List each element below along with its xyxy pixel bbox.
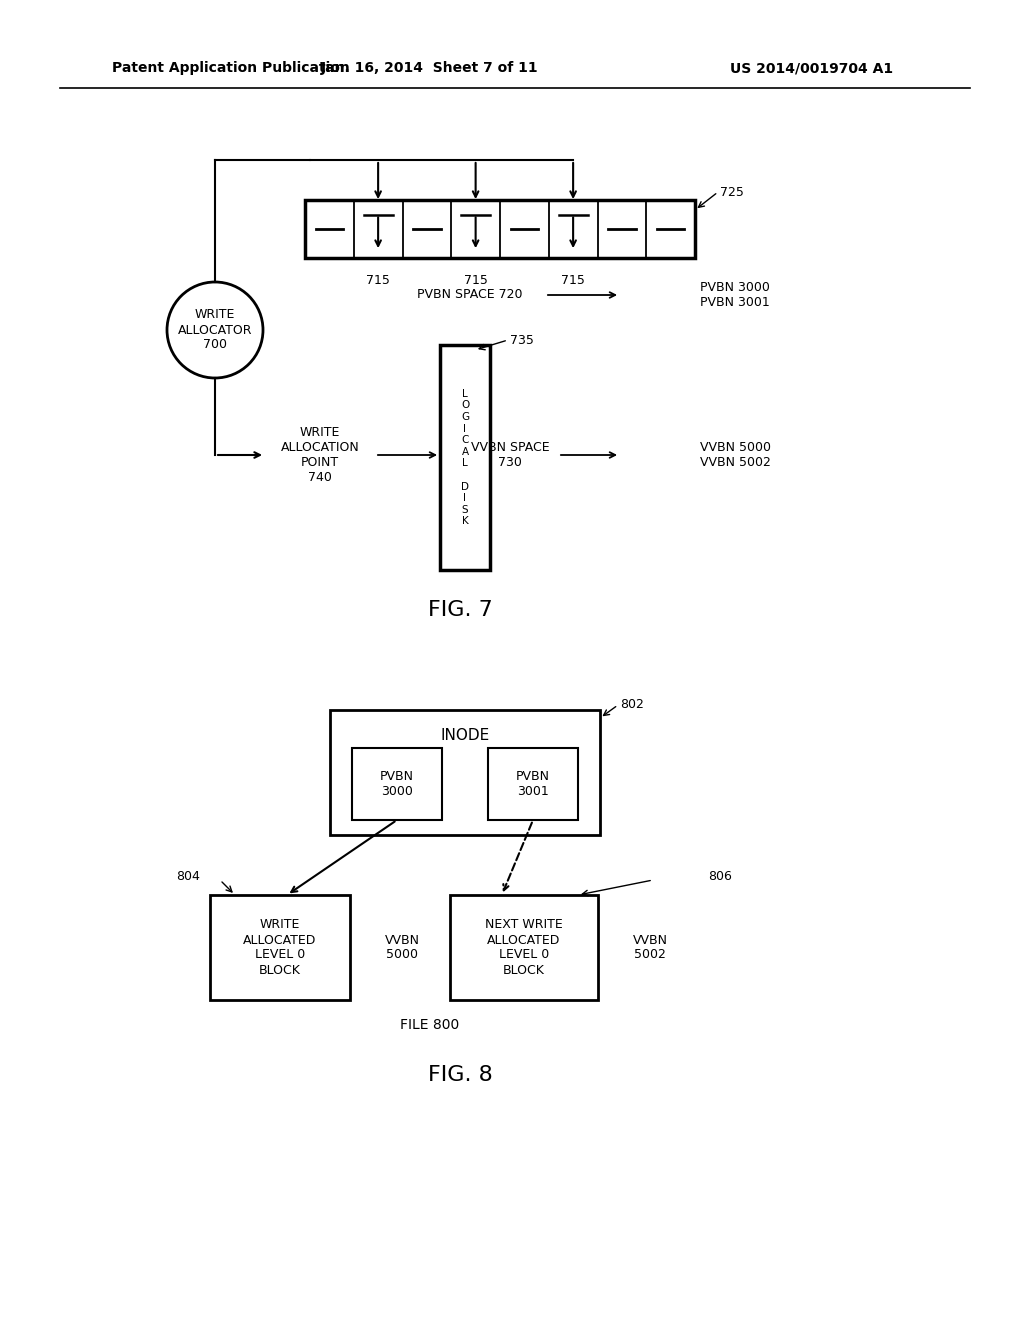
Text: VVBN SPACE
730: VVBN SPACE 730	[471, 441, 549, 469]
Text: L
O
G
I
C
A
L
 
D
I
S
K: L O G I C A L D I S K	[461, 388, 469, 527]
Text: 806: 806	[708, 870, 732, 883]
Text: 715: 715	[464, 273, 487, 286]
Text: 715: 715	[367, 273, 390, 286]
Bar	[440, 345, 490, 570]
Text: WRITE
ALLOCATION
POINT
740: WRITE ALLOCATION POINT 740	[281, 426, 359, 484]
Text: VVBN
5002: VVBN 5002	[633, 933, 668, 961]
Text: Patent Application Publication: Patent Application Publication	[112, 61, 350, 75]
Bar	[210, 895, 350, 1001]
Text: FIG. 7: FIG. 7	[428, 601, 493, 620]
Text: 715: 715	[561, 273, 585, 286]
Text: 725: 725	[720, 186, 743, 198]
Bar	[488, 748, 578, 820]
Text: Jan. 16, 2014  Sheet 7 of 11: Jan. 16, 2014 Sheet 7 of 11	[322, 61, 539, 75]
Bar	[450, 895, 598, 1001]
Text: WRITE
ALLOCATED
LEVEL 0
BLOCK: WRITE ALLOCATED LEVEL 0 BLOCK	[244, 919, 316, 977]
Text: FIG. 8: FIG. 8	[428, 1065, 493, 1085]
Text: VVBN 5000
VVBN 5002: VVBN 5000 VVBN 5002	[700, 441, 771, 469]
Text: PVBN
3000: PVBN 3000	[380, 770, 414, 799]
Text: 735: 735	[510, 334, 534, 346]
Bar	[352, 748, 442, 820]
Text: US 2014/0019704 A1: US 2014/0019704 A1	[730, 61, 893, 75]
Text: FILE 800: FILE 800	[400, 1018, 460, 1032]
Text: WRITE
ALLOCATOR
700: WRITE ALLOCATOR 700	[178, 309, 252, 351]
Text: PVBN SPACE 720: PVBN SPACE 720	[417, 289, 522, 301]
Bar	[305, 201, 695, 257]
Text: 802: 802	[620, 698, 644, 711]
Bar	[330, 710, 600, 836]
Text: VVBN
5000: VVBN 5000	[384, 933, 420, 961]
Text: 804: 804	[176, 870, 200, 883]
Text: PVBN
3001: PVBN 3001	[516, 770, 550, 799]
Text: NEXT WRITE
ALLOCATED
LEVEL 0
BLOCK: NEXT WRITE ALLOCATED LEVEL 0 BLOCK	[485, 919, 563, 977]
Text: INODE: INODE	[440, 727, 489, 742]
Text: PVBN 3000
PVBN 3001: PVBN 3000 PVBN 3001	[700, 281, 770, 309]
